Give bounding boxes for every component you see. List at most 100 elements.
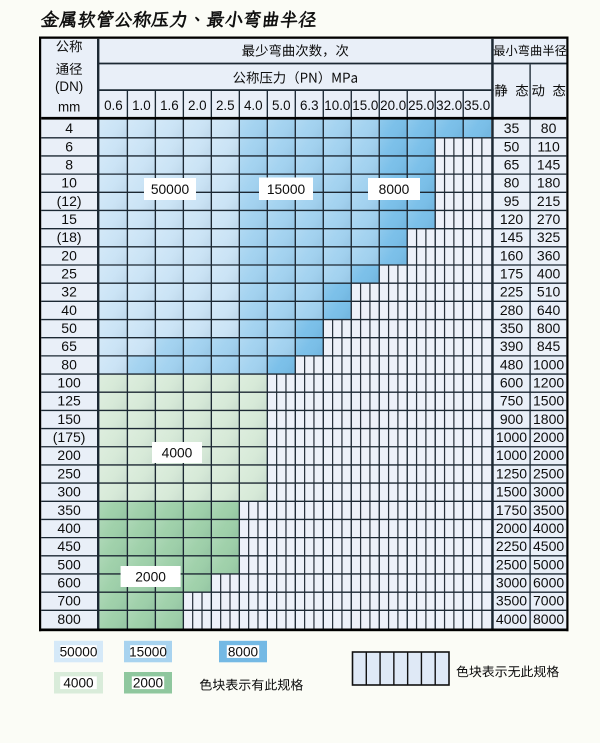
svg-text:175: 175 [500, 266, 524, 282]
svg-text:2000: 2000 [496, 520, 527, 536]
svg-text:1800: 1800 [533, 411, 564, 427]
svg-text:7000: 7000 [533, 593, 564, 609]
svg-text:450: 450 [57, 538, 81, 554]
svg-text:280: 280 [500, 302, 524, 318]
svg-text:20.0: 20.0 [380, 98, 406, 113]
svg-text:145: 145 [537, 156, 561, 172]
svg-text:500: 500 [57, 556, 81, 572]
svg-text:145: 145 [500, 229, 524, 245]
svg-text:3000: 3000 [533, 484, 564, 500]
svg-text:600: 600 [500, 375, 524, 391]
svg-text:100: 100 [57, 375, 81, 391]
svg-text:480: 480 [500, 356, 524, 372]
svg-text:15: 15 [61, 211, 77, 227]
svg-text:(12): (12) [57, 193, 82, 209]
svg-text:5.0: 5.0 [272, 98, 291, 113]
svg-text:8000: 8000 [228, 644, 259, 659]
svg-text:8000: 8000 [533, 611, 564, 627]
svg-text:mm: mm [58, 99, 80, 114]
svg-text:80: 80 [541, 120, 557, 136]
svg-text:800: 800 [57, 611, 81, 627]
svg-text:6000: 6000 [533, 575, 564, 591]
svg-text:350: 350 [500, 320, 524, 336]
svg-text:2.5: 2.5 [216, 98, 235, 113]
svg-text:2.0: 2.0 [188, 98, 207, 113]
svg-text:50: 50 [61, 320, 77, 336]
svg-text:125: 125 [57, 393, 81, 409]
svg-text:1.0: 1.0 [132, 98, 151, 113]
svg-text:2500: 2500 [533, 465, 564, 481]
svg-text:0.6: 0.6 [104, 98, 123, 113]
svg-text:4000: 4000 [496, 611, 527, 627]
svg-text:95: 95 [504, 193, 520, 209]
svg-text:2000: 2000 [133, 676, 164, 691]
svg-text:600: 600 [57, 575, 81, 591]
svg-text:1200: 1200 [533, 375, 564, 391]
svg-text:20: 20 [61, 247, 77, 263]
svg-text:32.0: 32.0 [436, 98, 462, 113]
svg-text:4000: 4000 [533, 520, 564, 536]
svg-text:1.6: 1.6 [160, 98, 179, 113]
svg-text:2500: 2500 [496, 556, 527, 572]
svg-text:400: 400 [537, 266, 561, 282]
svg-text:400: 400 [57, 520, 81, 536]
svg-text:215: 215 [537, 193, 561, 209]
svg-text:35.0: 35.0 [464, 98, 490, 113]
svg-text:6.3: 6.3 [300, 98, 319, 113]
svg-text:3000: 3000 [496, 575, 527, 591]
svg-text:225: 225 [500, 284, 524, 300]
svg-text:1250: 1250 [496, 465, 527, 481]
svg-text:2250: 2250 [496, 538, 527, 554]
svg-text:800: 800 [537, 320, 561, 336]
svg-text:3500: 3500 [496, 593, 527, 609]
svg-text:4: 4 [65, 120, 73, 136]
svg-text:270: 270 [537, 211, 561, 227]
svg-text:900: 900 [500, 411, 524, 427]
svg-text:4.0: 4.0 [244, 98, 263, 113]
svg-text:50: 50 [504, 138, 520, 154]
svg-text:3500: 3500 [533, 502, 564, 518]
svg-text:700: 700 [57, 593, 81, 609]
svg-text:(175): (175) [53, 429, 86, 445]
svg-text:200: 200 [57, 447, 81, 463]
svg-text:5000: 5000 [533, 556, 564, 572]
svg-text:160: 160 [500, 247, 524, 263]
svg-text:2000: 2000 [533, 447, 564, 463]
svg-text:4500: 4500 [533, 538, 564, 554]
svg-text:2000: 2000 [533, 429, 564, 445]
svg-text:8000: 8000 [379, 182, 410, 197]
svg-text:65: 65 [61, 338, 77, 354]
svg-text:25.0: 25.0 [408, 98, 434, 113]
svg-text:10.0: 10.0 [324, 98, 350, 113]
svg-text:32: 32 [61, 284, 77, 300]
svg-text:1000: 1000 [533, 356, 564, 372]
svg-text:640: 640 [537, 302, 561, 318]
svg-text:750: 750 [500, 393, 524, 409]
svg-text:15000: 15000 [129, 644, 167, 659]
svg-text:6: 6 [65, 138, 73, 154]
svg-text:1000: 1000 [496, 447, 527, 463]
svg-text:1500: 1500 [496, 484, 527, 500]
svg-text:360: 360 [537, 247, 561, 263]
svg-text:15.0: 15.0 [352, 98, 378, 113]
svg-text:110: 110 [537, 138, 560, 154]
svg-text:50000: 50000 [151, 182, 190, 197]
svg-text:1750: 1750 [496, 502, 527, 518]
svg-text:65: 65 [504, 156, 520, 172]
svg-text:8: 8 [65, 156, 73, 172]
svg-text:4000: 4000 [63, 676, 94, 691]
svg-text:(DN): (DN) [55, 79, 83, 94]
svg-text:1500: 1500 [533, 393, 564, 409]
svg-text:10: 10 [61, 175, 77, 191]
svg-text:4000: 4000 [162, 446, 193, 461]
svg-text:(18): (18) [57, 229, 82, 245]
svg-text:325: 325 [537, 229, 561, 245]
svg-text:25: 25 [61, 266, 77, 282]
svg-text:845: 845 [537, 338, 561, 354]
svg-text:300: 300 [57, 484, 81, 500]
svg-text:80: 80 [61, 356, 77, 372]
svg-text:250: 250 [57, 465, 81, 481]
svg-text:35: 35 [504, 120, 520, 136]
svg-text:510: 510 [537, 284, 561, 300]
svg-text:350: 350 [57, 502, 81, 518]
